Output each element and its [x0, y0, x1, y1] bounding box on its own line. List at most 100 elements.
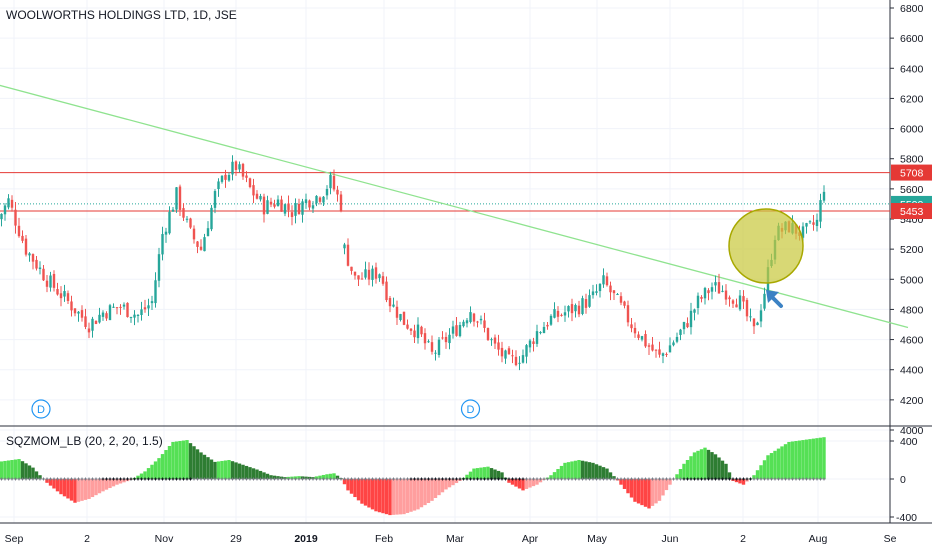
candle-body [714, 282, 717, 286]
momentum-bar [426, 479, 431, 503]
candle [175, 186, 178, 213]
candle [553, 302, 556, 319]
momentum-bar [521, 479, 525, 491]
squeeze-dot [311, 477, 315, 481]
candle [336, 185, 339, 202]
momentum-bar [720, 460, 725, 479]
squeeze-dot [651, 477, 654, 481]
candle [570, 298, 574, 322]
momentum-bar [622, 479, 627, 489]
candle [227, 172, 231, 182]
squeeze-dot [679, 477, 682, 481]
squeeze-dot [815, 477, 819, 481]
momentum-bar [206, 457, 210, 479]
candle [665, 352, 668, 357]
candle [276, 195, 280, 207]
momentum-bar [685, 460, 690, 479]
candle [686, 317, 689, 329]
momentum-bar [783, 444, 788, 479]
candle-body [122, 304, 126, 307]
squeeze-dot [514, 477, 518, 481]
momentum-bar [90, 479, 95, 498]
momentum-bar [605, 468, 609, 479]
momentum-bar [496, 470, 501, 479]
squeeze-dot [129, 477, 133, 481]
candle-body [448, 334, 451, 344]
candle [322, 195, 325, 207]
candle [308, 199, 311, 211]
candle [10, 195, 14, 212]
candle-body [745, 299, 749, 317]
candle [668, 337, 672, 353]
momentum-bar [717, 457, 721, 479]
squeeze-dot [3, 477, 7, 481]
candle-body [150, 301, 154, 304]
candle-body [465, 320, 469, 324]
squeeze-dot [416, 477, 420, 481]
squeeze-dot [238, 477, 241, 481]
candle [444, 332, 448, 349]
momentum-bar [213, 461, 217, 479]
candle [0, 213, 3, 227]
momentum-bar [531, 479, 536, 487]
candle-body [343, 244, 346, 249]
momentum-bar [143, 471, 147, 479]
squeeze-dot [140, 477, 143, 481]
candle [661, 352, 665, 364]
candle-body [409, 328, 413, 331]
candle-body [472, 313, 476, 322]
momentum-bar [367, 479, 371, 508]
candle [584, 293, 588, 314]
momentum-bar [668, 479, 672, 485]
candle [427, 339, 430, 343]
candle [112, 303, 115, 308]
candle-body [717, 282, 721, 294]
price-tick-label: 5000 [900, 274, 924, 286]
momentum-bar [500, 472, 504, 479]
candle [479, 315, 483, 325]
candle-body [133, 314, 136, 318]
candle-body [605, 276, 609, 286]
momentum-bar [475, 468, 480, 479]
candle-body [392, 304, 395, 307]
candle [59, 286, 63, 307]
momentum-bar [370, 479, 375, 510]
candle-body [346, 244, 350, 266]
candle-body [612, 290, 616, 294]
momentum-bar [69, 479, 74, 501]
squeeze-dot [567, 477, 570, 481]
squeeze-dot [98, 477, 101, 481]
candle [283, 203, 287, 217]
squeeze-dot [707, 477, 710, 481]
squeeze-dot [21, 477, 24, 481]
momentum-bar [167, 445, 172, 479]
momentum-bar [689, 456, 693, 479]
squeeze-dot [318, 477, 322, 481]
candle [402, 311, 406, 326]
candle-body [710, 287, 714, 292]
candle [287, 195, 290, 218]
squeeze-dot [346, 477, 350, 481]
momentum-bar [633, 479, 637, 502]
candle [542, 322, 546, 334]
candle [458, 321, 462, 338]
candle [115, 307, 119, 315]
momentum-bar [346, 479, 350, 491]
candle-body [140, 309, 143, 315]
candle-body [749, 316, 752, 318]
momentum-bar [251, 468, 256, 479]
squeeze-dot [371, 477, 374, 481]
momentum-bar [17, 459, 21, 479]
squeeze-dot [801, 477, 805, 481]
candle [633, 322, 637, 338]
candle [77, 311, 80, 322]
candle [143, 299, 147, 313]
squeeze-dot [528, 477, 532, 481]
candle [728, 295, 731, 307]
momentum-bar [808, 439, 812, 479]
price-tick-label: 4000 [900, 425, 924, 437]
squeeze-dot [465, 477, 469, 481]
candle-body [388, 298, 392, 307]
candle-body [542, 326, 546, 334]
